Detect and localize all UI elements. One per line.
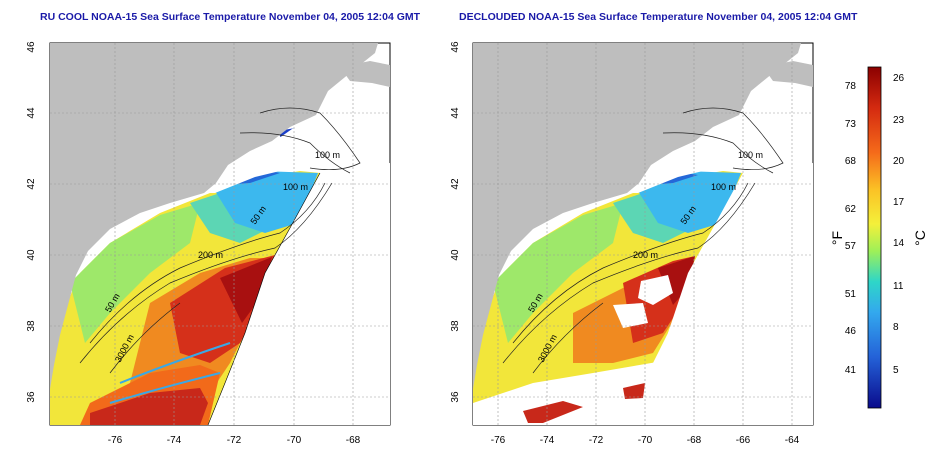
f-tick: 41 (845, 365, 857, 376)
contour-label: 200 m (633, 250, 658, 260)
lon-tick: -64 (785, 435, 800, 446)
c-tick: 20 (893, 156, 905, 167)
right-map-title: DECLOUDED NOAA-15 Sea Surface Temperatur… (459, 11, 858, 23)
lon-tick: -70 (287, 435, 302, 446)
right-sst-swath (473, 171, 743, 425)
contour-label: 100 m (315, 150, 340, 160)
lat-tick: 42 (26, 178, 37, 190)
c-tick: 17 (893, 197, 905, 208)
lat-tick: 40 (450, 249, 461, 261)
f-tick: 78 (845, 81, 857, 92)
lon-tick: -68 (346, 435, 361, 446)
contour-label: 100 m (738, 150, 763, 160)
lon-tick: -76 (491, 435, 506, 446)
colorbar-c-ticks: 26 23 20 17 14 11 8 5 (893, 73, 905, 376)
lat-tick: 46 (26, 41, 37, 53)
celsius-unit-label: °C (912, 230, 928, 246)
contour-label: 100 m (283, 182, 308, 192)
lat-tick: 42 (450, 178, 461, 190)
c-tick: 11 (893, 281, 904, 292)
lat-tick: 40 (26, 249, 37, 261)
colorbar-f-ticks: 78 73 68 62 57 51 46 41 (845, 81, 857, 376)
lat-tick: 44 (450, 107, 461, 119)
lon-tick: -72 (589, 435, 604, 446)
lon-tick: -76 (108, 435, 123, 446)
right-grid (473, 43, 813, 425)
left-map-panel: 100 m 100 m 50 m 200 m 50 m 3000 m (49, 42, 391, 426)
fahrenheit-unit-label: °F (829, 231, 845, 245)
right-contours (502, 107, 784, 374)
c-tick: 8 (893, 322, 899, 333)
lat-tick: 38 (26, 320, 37, 332)
lat-tick: 46 (450, 41, 461, 53)
lon-tick: -74 (540, 435, 555, 446)
colorbar-gradient (867, 66, 882, 409)
f-tick: 57 (845, 241, 857, 252)
right-lon-axis: -76 -74 -72 -70 -68 -66 -64 (491, 435, 800, 446)
contour-label: 200 m (198, 250, 223, 260)
lat-tick: 38 (450, 320, 461, 332)
left-contours (79, 107, 361, 374)
left-lon-axis: -76 -74 -72 -70 -68 (108, 435, 361, 446)
f-tick: 68 (845, 156, 857, 167)
f-tick: 46 (845, 326, 857, 337)
left-lat-axis: 36 38 40 42 44 46 (26, 41, 37, 403)
lat-tick: 36 (26, 391, 37, 403)
c-tick: 5 (893, 365, 899, 376)
lon-tick: -68 (687, 435, 702, 446)
contour-label: 100 m (711, 182, 736, 192)
c-tick: 26 (893, 73, 905, 84)
colorbar: 78 73 68 62 57 51 46 41 26 23 20 17 14 1… (829, 66, 928, 409)
lon-tick: -70 (638, 435, 653, 446)
left-map-title: RU COOL NOAA-15 Sea Surface Temperature … (40, 11, 421, 23)
c-tick: 23 (893, 115, 905, 126)
left-sst-swath (50, 125, 320, 425)
c-tick: 14 (893, 238, 905, 249)
f-tick: 62 (845, 204, 857, 215)
left-grid (50, 43, 390, 425)
lon-tick: -74 (167, 435, 182, 446)
lat-tick: 44 (26, 107, 37, 119)
lat-tick: 36 (450, 391, 461, 403)
f-tick: 73 (845, 119, 857, 130)
right-map-panel: 100 m 100 m 50 m 200 m 50 m 3000 m (472, 42, 814, 426)
lon-tick: -66 (736, 435, 751, 446)
lon-tick: -72 (227, 435, 242, 446)
f-tick: 51 (845, 289, 857, 300)
right-lat-axis: 36 38 40 42 44 46 (450, 41, 461, 403)
